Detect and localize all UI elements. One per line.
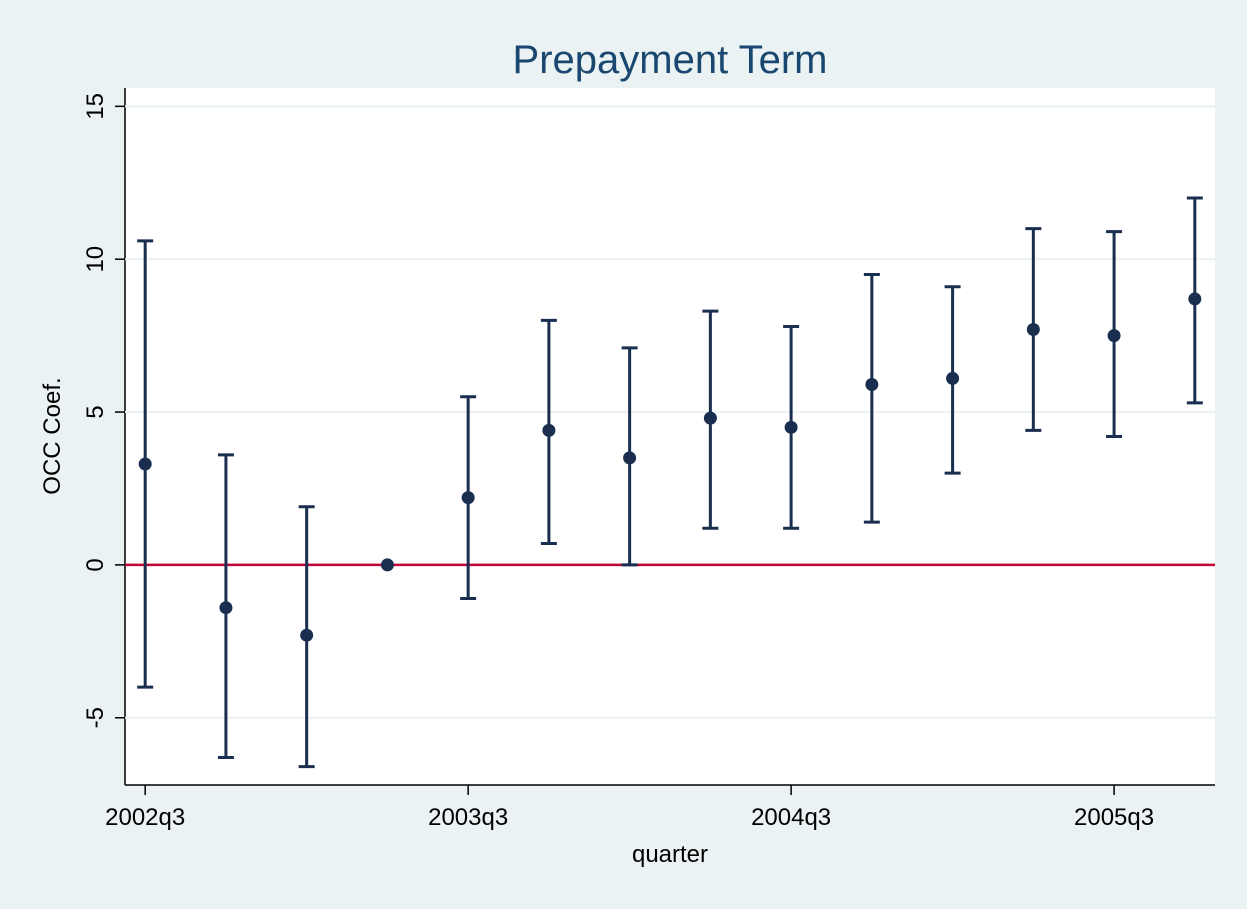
y-tick-label: 0 [82,558,109,571]
x-tick-label: 2002q3 [105,804,185,831]
error-bar [863,272,880,524]
chart-title: Prepayment Term [513,38,828,82]
point [703,411,717,425]
point [946,371,960,385]
y-axis-label: OCC Coef. [39,377,66,494]
y-tick-label: 15 [82,93,109,120]
point [300,628,314,642]
x-axis-label: quarter [632,841,708,868]
point [380,558,394,572]
y-tick-label: -5 [82,707,109,728]
x-tick-label: 2005q3 [1074,804,1154,831]
x-tick-label: 2004q3 [751,804,831,831]
point [1107,329,1121,343]
point [542,423,556,437]
point [784,420,798,434]
y-tick-label: 10 [82,246,109,273]
point [138,457,152,471]
point [1188,292,1202,306]
point [461,491,475,505]
point [865,378,879,392]
point [623,451,637,465]
point [1026,323,1040,337]
y-tick-label: 5 [82,405,109,418]
point [219,601,233,615]
x-tick-label: 2003q3 [428,804,508,831]
plot-area [125,88,1215,785]
